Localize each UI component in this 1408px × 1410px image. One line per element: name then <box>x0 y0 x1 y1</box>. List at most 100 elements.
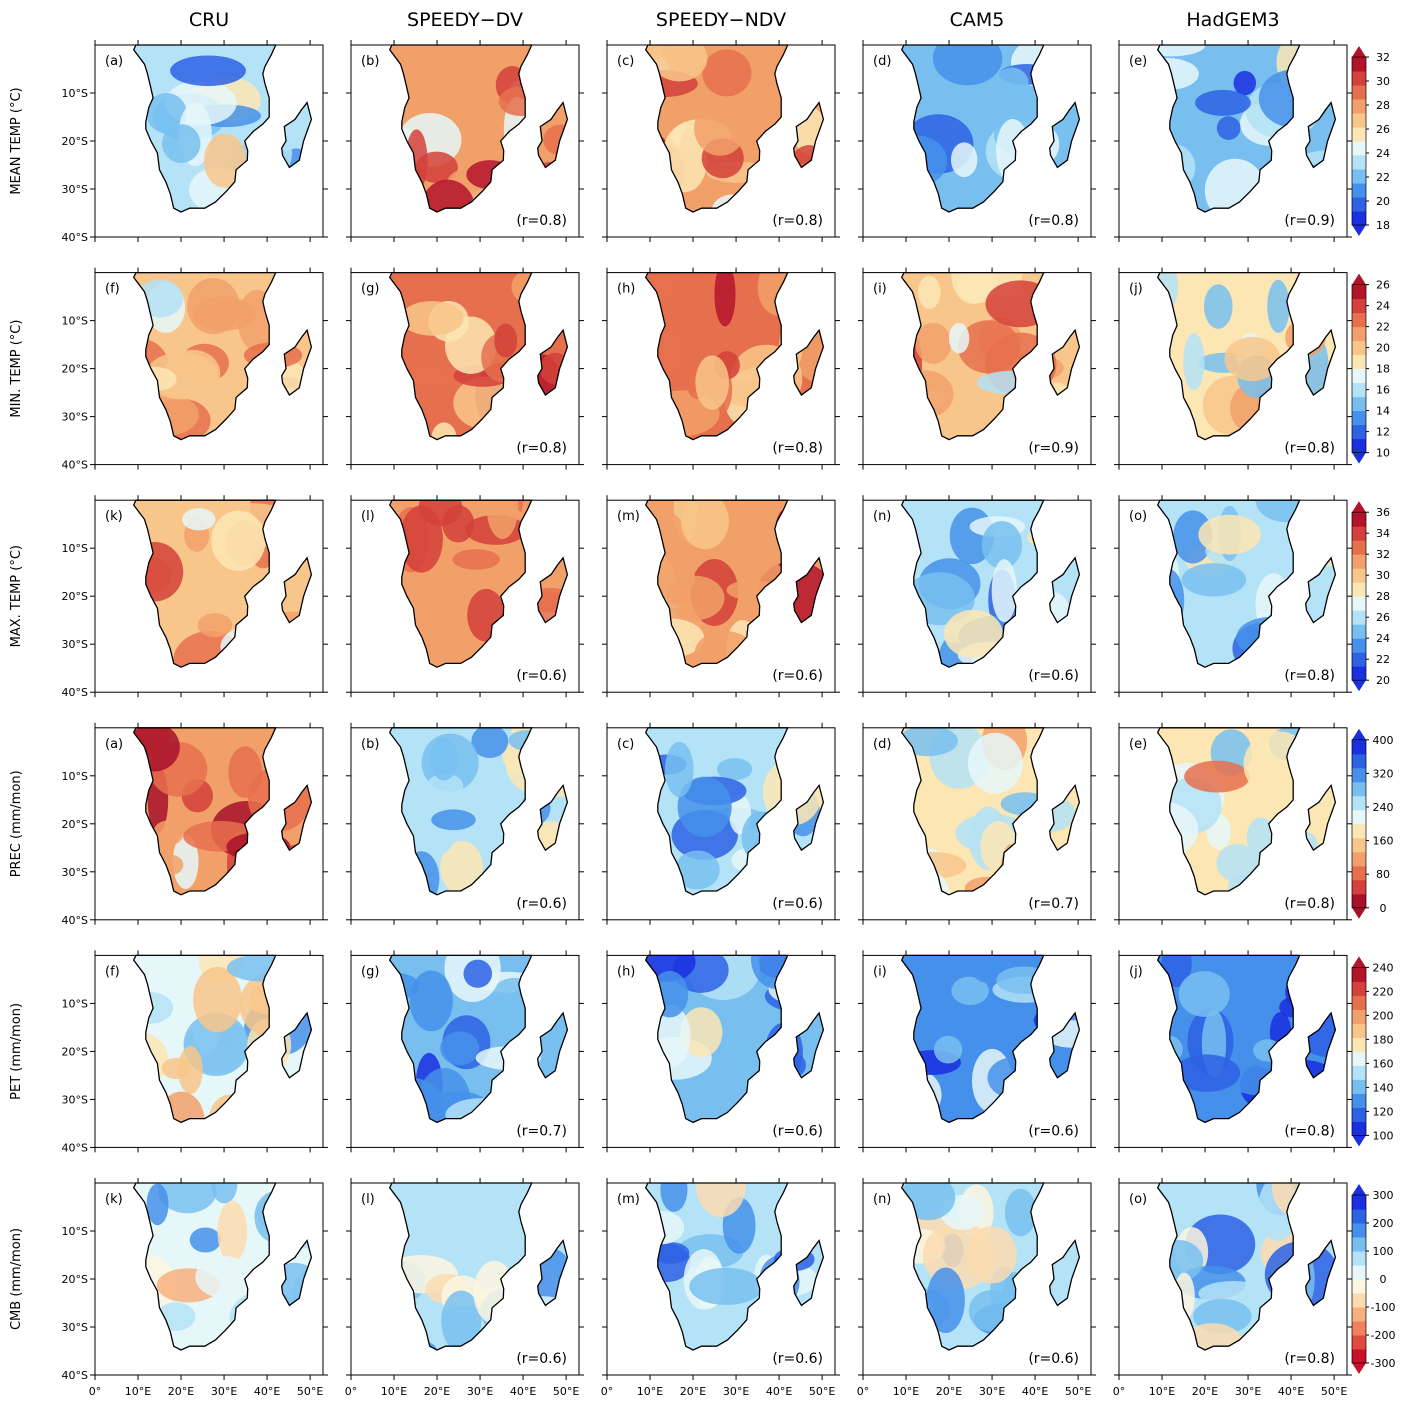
field-blob <box>716 758 753 781</box>
field-blob <box>901 795 920 844</box>
field-blob <box>985 280 1056 328</box>
colorbar-arrow <box>1352 907 1366 919</box>
coastline <box>644 271 789 441</box>
field-blob <box>258 397 292 427</box>
colorbar-tick-label: 160 <box>1373 1057 1394 1070</box>
field-blob <box>1157 801 1199 858</box>
lon-tick-label: 50°E <box>1321 1385 1347 1398</box>
colorbar-arrow <box>1352 1135 1366 1147</box>
field-blob <box>660 1183 688 1212</box>
colorbar-tick-label: 26 <box>1376 611 1390 624</box>
field-blob <box>645 45 664 62</box>
panel-label: (k) <box>105 1192 123 1207</box>
map-panel <box>858 267 1096 470</box>
colorbar-bin <box>1352 298 1366 314</box>
colorbar-tick-label: 32 <box>1376 51 1390 64</box>
field-blob <box>702 49 752 97</box>
lon-tick-label: 0° <box>857 1385 870 1398</box>
colorbar-bin <box>1352 410 1366 426</box>
field-blob <box>651 45 708 82</box>
field-blob <box>775 503 819 548</box>
map-panel <box>1114 40 1352 242</box>
coastline <box>900 271 1045 441</box>
coastline <box>1049 556 1081 624</box>
field-blob <box>136 279 183 318</box>
field-blob <box>494 323 518 358</box>
colorbar-tick-label: 100 <box>1373 1245 1394 1258</box>
lon-tick-label: 10°E <box>381 1385 407 1398</box>
field-blob <box>1203 284 1233 329</box>
correlation-label: (r=0.8) <box>1284 668 1335 684</box>
colorbar-bin <box>1352 1037 1366 1052</box>
coastline <box>644 499 789 668</box>
field-blob <box>211 1183 238 1204</box>
field-blob <box>943 609 1003 658</box>
field-blob <box>1157 568 1185 633</box>
map-panel <box>90 40 328 242</box>
field-blob <box>146 92 187 134</box>
map-panel <box>90 267 328 470</box>
lat-tick-label: 40°S <box>62 1369 88 1382</box>
coastline <box>900 1182 1045 1351</box>
coastline <box>281 101 313 169</box>
colorbar-arrow <box>1352 46 1366 57</box>
field-blob <box>966 1226 1017 1284</box>
field-blob <box>419 179 476 212</box>
field-blob <box>951 976 989 1006</box>
field-blob <box>1262 1059 1336 1099</box>
field-blob <box>1034 70 1079 110</box>
coastline <box>132 44 277 213</box>
column-title: CRU <box>189 9 229 31</box>
field-blob <box>260 598 283 625</box>
field-blob <box>475 1046 541 1070</box>
field-blob <box>197 613 233 638</box>
field-blob <box>1157 143 1196 191</box>
coastline <box>1305 101 1337 169</box>
field-blob <box>133 172 154 212</box>
row-label: MIN. TEMP (°C) <box>9 320 24 418</box>
map-panel <box>90 722 328 925</box>
land-fill <box>645 955 824 1123</box>
row-label: CMB (mm/mon) <box>9 1228 24 1330</box>
coastline <box>388 271 533 441</box>
field-blob <box>1204 158 1266 212</box>
field-blob <box>217 1200 248 1263</box>
map-panel <box>858 950 1096 1153</box>
colorbar-tick-label: 34 <box>1376 527 1390 540</box>
field-blob <box>203 133 247 188</box>
coastline <box>132 954 277 1124</box>
coastline <box>793 1011 825 1079</box>
field-blob <box>220 628 266 666</box>
field-blob <box>269 1195 312 1241</box>
colorbar-bin <box>1352 652 1366 667</box>
field-blob <box>950 142 978 178</box>
colorbar-bin <box>1352 197 1366 212</box>
coastline <box>132 1182 277 1351</box>
field-blob <box>932 45 1003 86</box>
colorbar-tick-label: 20 <box>1376 674 1390 687</box>
field-blob <box>981 521 1023 569</box>
field-blob <box>426 773 464 798</box>
colorbar-bin <box>1352 596 1366 611</box>
coastline <box>644 44 789 213</box>
field-blob <box>1039 85 1080 152</box>
colorbar-arrow <box>1352 728 1366 740</box>
field-blob <box>156 1302 196 1331</box>
field-blob <box>755 859 786 895</box>
lon-tick-label: 20°E <box>936 1385 962 1398</box>
land-fill <box>645 500 824 668</box>
field-blob <box>193 966 242 1033</box>
field-blob <box>645 133 668 160</box>
colorbar-bin <box>1352 879 1366 895</box>
colorbar-bin <box>1352 851 1366 867</box>
field-blob <box>187 278 240 335</box>
colorbar-bin <box>1352 368 1366 384</box>
field-blob <box>402 851 440 895</box>
coastline <box>1156 954 1301 1124</box>
correlation-label: (r=0.6) <box>516 668 567 684</box>
field-blob <box>731 845 785 875</box>
lon-tick-label: 0° <box>345 1385 358 1398</box>
colorbar-tick-label: 22 <box>1376 653 1390 666</box>
field-blob <box>146 1183 169 1226</box>
